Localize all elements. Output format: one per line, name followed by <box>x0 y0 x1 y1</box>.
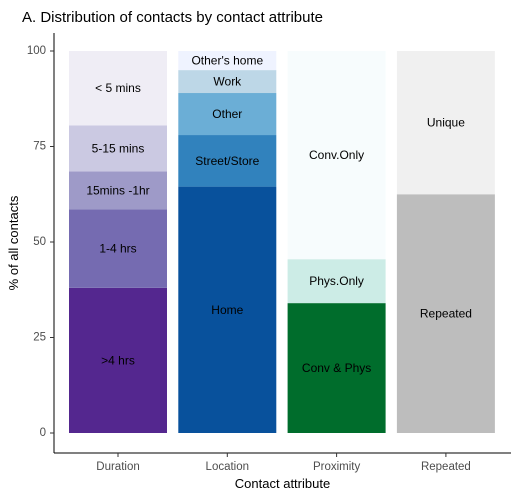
y-tick-label-50: 50 <box>33 236 46 248</box>
segment-label-duration-15mins-1hr: 15mins -1hr <box>86 183 149 197</box>
bar-segment-location-home <box>178 186 277 433</box>
segment-label-proximity-conv-only: Conv.Only <box>309 148 364 162</box>
segment-label-repeated-repeated: Repeated <box>420 307 472 321</box>
y-tick-label-100: 100 <box>27 45 46 57</box>
segment-label-duration-1-4-hrs: 1-4 hrs <box>99 242 136 256</box>
segment-label-location-street-store: Street/Store <box>195 154 259 168</box>
x-tick-label-proximity: Proximity <box>313 461 361 473</box>
segment-label-repeated-unique: Unique <box>427 116 465 130</box>
y-tick-label-25: 25 <box>33 332 46 344</box>
bar-segment-proximity-conv-phys <box>287 303 386 433</box>
chart-title: A. Distribution of contacts by contact a… <box>22 9 323 26</box>
segment-label-proximity-conv-phys: Conv & Phys <box>302 361 371 375</box>
segment-label-location-other: Other <box>212 107 242 121</box>
segment-label-duration-5-mins: < 5 mins <box>95 81 141 95</box>
bar-segment-location-street-store <box>178 135 277 187</box>
x-axis-title: Contact attribute <box>235 476 330 491</box>
x-tick-label-location: Location <box>206 461 249 473</box>
bars-group: >4 hrs 1-4 hrs 15mins -1hr 5-15 mins < 5 min… <box>69 51 495 433</box>
bar-segment-duration-1-4-hrs <box>69 209 167 288</box>
bar-segment-repeated-repeated <box>396 194 495 433</box>
y-axis: 0 25 50 75 100 <box>27 33 55 453</box>
bar-segment-duration-4-hrs <box>69 287 167 433</box>
x-tick-label-repeated: Repeated <box>421 461 471 473</box>
segment-label-location-home: Home <box>211 303 243 317</box>
bar-segment-duration-15mins-1hr <box>69 171 167 210</box>
segment-label-location-work: Work <box>213 75 242 89</box>
y-tick-label-75: 75 <box>33 141 46 153</box>
segment-label-duration-4-hrs: >4 hrs <box>101 353 135 367</box>
x-tick-label-duration: Duration <box>96 461 139 473</box>
segment-label-duration-5-15-mins: 5-15 mins <box>92 141 145 155</box>
bar-segment-location-other-s-home <box>178 51 277 71</box>
bar-segment-proximity-conv-only <box>287 51 386 260</box>
y-axis-title: % of all contacts <box>6 195 21 290</box>
bar-segment-proximity-phys-only <box>287 259 386 304</box>
bar-segment-duration-5-mins <box>69 51 167 126</box>
bar-segment-location-other <box>178 93 277 136</box>
bar-segment-duration-5-15-mins <box>69 125 167 172</box>
x-axis: Duration Location Proximity Repeated <box>54 452 511 473</box>
y-tick-label-0: 0 <box>40 427 46 439</box>
bar-segment-repeated-unique <box>396 51 495 195</box>
segment-label-proximity-phys-only: Phys.Only <box>309 274 364 288</box>
bar-segment-location-work <box>178 70 277 94</box>
segment-label-location-other-s-home: Other's home <box>191 54 263 68</box>
